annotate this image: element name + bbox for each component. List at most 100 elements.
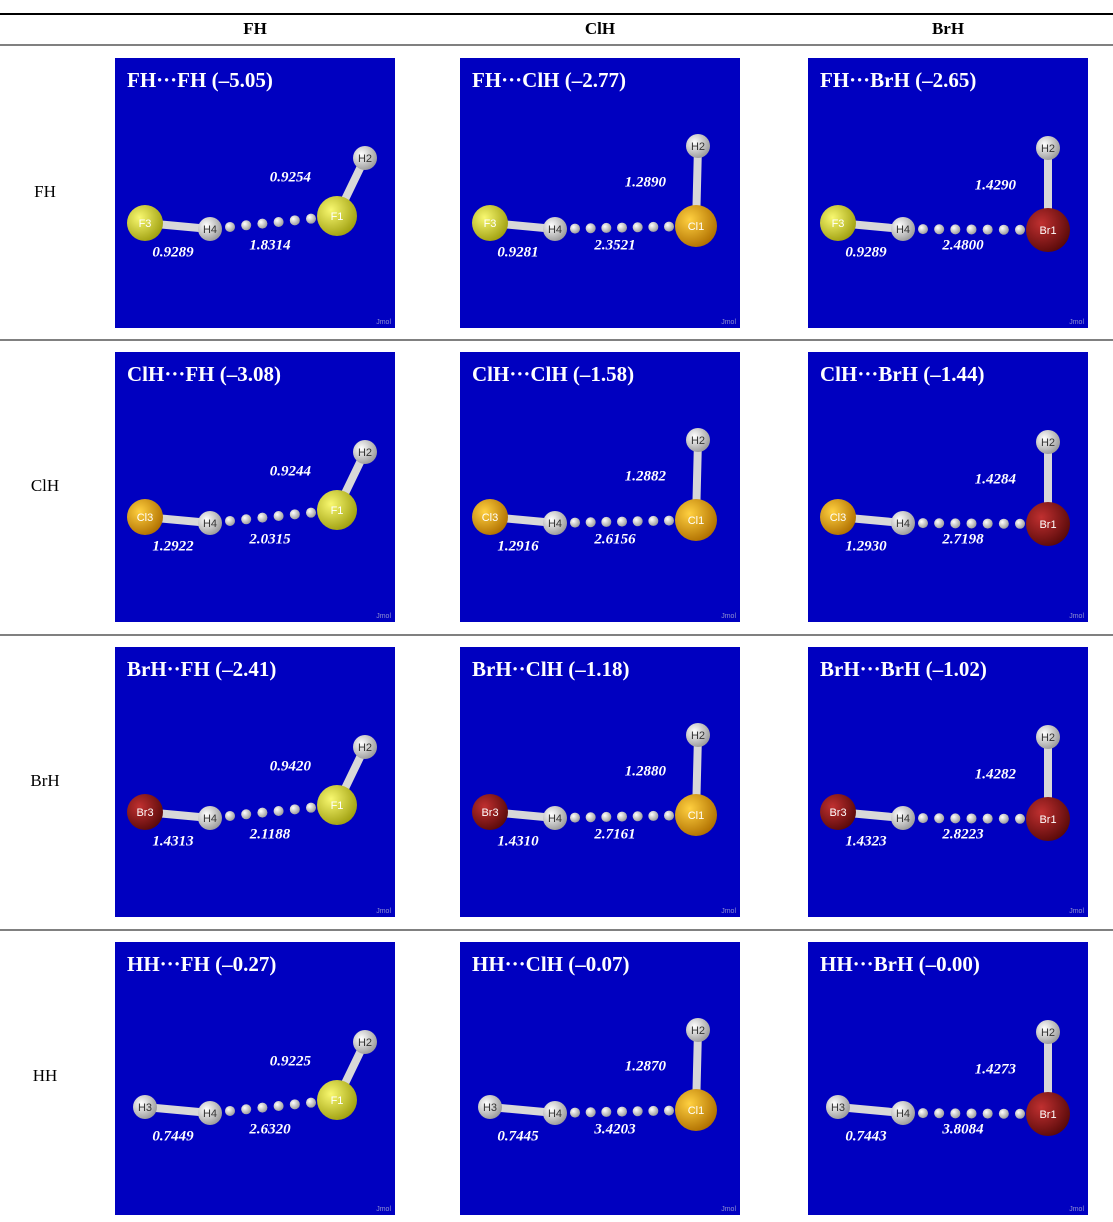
hbond-dot <box>586 223 596 233</box>
hbond-dot <box>918 813 928 823</box>
hbond-dot <box>648 516 658 526</box>
atom-label: H2 <box>1041 143 1055 155</box>
atom-label: Cl3 <box>137 512 154 524</box>
cell-title: BrH···BrH (–1.02) <box>820 657 987 681</box>
hbond-dot <box>306 214 316 224</box>
atom-label: Br1 <box>1039 814 1056 826</box>
hbond-dot <box>1015 814 1025 824</box>
cell-title: FH···FH (–5.05) <box>127 68 273 92</box>
atom-label: F1 <box>331 1095 344 1107</box>
hbond-dot <box>983 225 993 235</box>
hbond-dot <box>918 1108 928 1118</box>
watermark: Jmol <box>1069 1206 1084 1213</box>
hbond-dot <box>570 518 580 528</box>
atom-label: Br1 <box>1039 519 1056 531</box>
image-background <box>115 58 395 328</box>
atom-label: H2 <box>691 730 705 742</box>
atom-label: H4 <box>203 518 217 530</box>
hbond-dot <box>617 517 627 527</box>
atom-label: H2 <box>691 1025 705 1037</box>
bond-length: 2.3521 <box>593 237 635 253</box>
column-header: ClH <box>585 19 615 38</box>
atom-label: F3 <box>484 218 497 230</box>
row-label: HH <box>33 1066 58 1085</box>
hbond-dot <box>967 224 977 234</box>
hbond-dot <box>648 1106 658 1116</box>
atom-label: H4 <box>548 224 562 236</box>
hbond-dot <box>934 518 944 528</box>
molecule-image: BrH···BrH (–1.02)Br3H4Br1H21.43232.82231… <box>808 647 1088 917</box>
hbond-dot <box>967 518 977 528</box>
atom-label: Cl1 <box>688 1105 705 1117</box>
atom-label: F1 <box>331 505 344 517</box>
atom-label: H4 <box>548 518 562 530</box>
bond-length: 1.4323 <box>845 833 887 849</box>
atom-label: H2 <box>691 141 705 153</box>
hbond-dot <box>1015 1109 1025 1119</box>
cell-title: BrH··FH (–2.41) <box>127 657 276 681</box>
bond-length: 1.4282 <box>975 766 1017 782</box>
bond-length: 2.8223 <box>941 826 984 842</box>
hbond-dot <box>967 813 977 823</box>
row-label: FH <box>34 182 56 201</box>
atom-label: H4 <box>203 224 217 236</box>
atom-label: Br3 <box>481 807 498 819</box>
hbond-dot <box>664 811 674 821</box>
hbond-dot <box>241 514 251 524</box>
hbond-dot <box>1015 519 1025 529</box>
hbond-dot <box>950 1108 960 1118</box>
atom-label: H4 <box>896 813 910 825</box>
hbond-dot <box>586 812 596 822</box>
hbond-dot <box>274 1101 284 1111</box>
molecule-image: FH···BrH (–2.65)F3H4Br1H20.92892.48001.4… <box>808 58 1088 328</box>
hbond-dot <box>257 513 267 523</box>
hbond-dot <box>648 222 658 232</box>
hbond-dot <box>601 517 611 527</box>
hbond-dot <box>983 1109 993 1119</box>
atom-label: Cl3 <box>830 512 847 524</box>
molecule-image: HH···FH (–0.27)H3H4F1H20.74492.63200.922… <box>115 942 395 1215</box>
hbond-dot <box>664 222 674 232</box>
bond-length: 1.8314 <box>249 237 291 253</box>
hbond-dot <box>664 516 674 526</box>
bond-length: 1.4310 <box>497 833 539 849</box>
hbond-dot <box>586 517 596 527</box>
bond-length: 0.7449 <box>152 1128 194 1144</box>
atom-label: H4 <box>203 813 217 825</box>
hbond-dot <box>257 219 267 229</box>
atom-label: H2 <box>358 153 372 165</box>
hbond-dot <box>601 812 611 822</box>
atom-label: H4 <box>548 1108 562 1120</box>
atom-label: F1 <box>331 211 344 223</box>
hbond-dot <box>601 1107 611 1117</box>
watermark: Jmol <box>721 613 736 620</box>
atom-label: H4 <box>548 813 562 825</box>
hbond-dot <box>570 224 580 234</box>
cell-title: HH···BrH (–0.00) <box>820 952 980 976</box>
hbond-dot <box>290 215 300 225</box>
atom-label: Cl3 <box>482 512 499 524</box>
cell-title: ClH···BrH (–1.44) <box>820 362 985 386</box>
hbond-dot <box>225 811 235 821</box>
bond-length: 2.7198 <box>941 531 984 547</box>
bond-length: 1.4290 <box>975 177 1017 193</box>
watermark: Jmol <box>376 1206 391 1213</box>
image-background <box>115 942 395 1215</box>
page: FHClHBrHFHFH···FH (–5.05)F3H4F1H20.92891… <box>0 0 1113 1222</box>
hbond-dot <box>274 217 284 227</box>
atom-label: Cl1 <box>688 810 705 822</box>
watermark: Jmol <box>721 1206 736 1213</box>
bond-length: 1.2890 <box>625 174 667 190</box>
watermark: Jmol <box>1069 613 1084 620</box>
molecule-image: BrH··ClH (–1.18)Br3H4Cl1H21.43102.71611.… <box>460 647 740 917</box>
hbond-dot <box>241 220 251 230</box>
hbond-dot <box>950 518 960 528</box>
image-background <box>115 352 395 622</box>
bond-length: 2.0315 <box>248 531 291 547</box>
atom-label: F3 <box>139 218 152 230</box>
hbond-dot <box>586 1107 596 1117</box>
